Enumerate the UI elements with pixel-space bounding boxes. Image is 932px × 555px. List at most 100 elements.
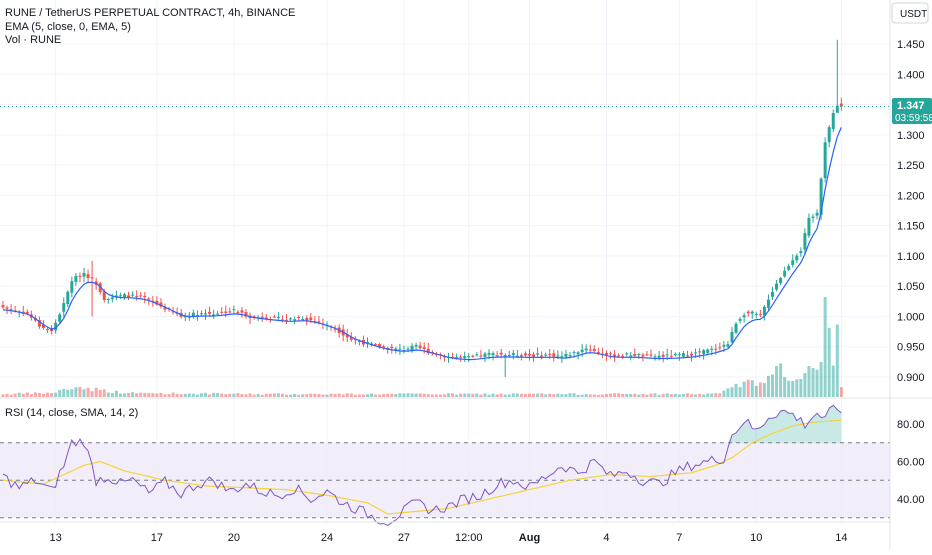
volume-bar (815, 369, 819, 397)
volume-bar (673, 393, 677, 397)
candle-body (297, 316, 301, 319)
volume-bar (402, 393, 406, 397)
time-axis[interactable]: 13 17 20 24 27 12:00 Aug 4 7 10 14 (50, 532, 848, 544)
candle-body (410, 345, 414, 351)
candle-body (730, 331, 734, 343)
candle-body (690, 353, 693, 356)
volume-bar (110, 393, 114, 397)
volume-bar (147, 393, 151, 397)
volume-bar (386, 393, 390, 397)
volume-bar (455, 394, 459, 397)
volume-bar (329, 393, 333, 397)
volume-bar (208, 394, 212, 397)
volume-bar (434, 394, 438, 397)
time-tick-label: 13 (50, 532, 62, 544)
candle-body (661, 354, 665, 357)
candle-body (523, 353, 527, 356)
candle-body (394, 348, 398, 351)
volume-bar (317, 394, 321, 397)
candle-body (762, 306, 766, 316)
candle-body (220, 311, 224, 313)
volume-bar (823, 297, 827, 397)
candle-body (37, 320, 41, 327)
candle-body (199, 313, 203, 315)
volume-bar (471, 393, 475, 397)
candle-body (62, 303, 66, 312)
volume-bar (123, 393, 126, 397)
volume-bar (418, 393, 422, 397)
candle-body (58, 314, 62, 322)
candle-body (507, 354, 511, 356)
candle-body (224, 311, 228, 313)
candle-body (823, 142, 827, 179)
rsi-axis[interactable]: 80.00 60.00 40.00 (897, 419, 925, 506)
candle-body (98, 283, 102, 293)
candle-body (46, 329, 50, 331)
candle-body (471, 355, 475, 357)
candle-body (491, 353, 495, 356)
candle-body (540, 355, 544, 357)
volume-bar (552, 394, 556, 397)
candle-body (236, 311, 240, 313)
volume-bar (13, 393, 17, 397)
volume-bar (179, 394, 183, 397)
volume-bar (600, 394, 604, 397)
candle-body (155, 300, 159, 305)
candle-body (285, 319, 288, 321)
volume-bar (750, 380, 754, 397)
candle-body (309, 317, 313, 321)
candle-body (147, 298, 151, 300)
volume-bar (366, 394, 369, 397)
volume-bar (82, 389, 86, 397)
volume-bar (507, 394, 511, 397)
volume-bar (718, 393, 722, 397)
candle-body (106, 299, 110, 301)
time-tick-label: 27 (398, 532, 410, 544)
candle-body (617, 355, 621, 357)
volume-bar (252, 394, 256, 397)
volume-bar (21, 393, 25, 397)
candle-body (483, 353, 487, 357)
volume-bar (175, 393, 179, 397)
candle-body (345, 334, 349, 338)
candle-body (604, 352, 608, 355)
candle-body (293, 319, 297, 321)
candle-body (572, 351, 576, 353)
candle-body (787, 266, 791, 270)
candle-body (835, 105, 839, 113)
volume-bar (596, 394, 600, 397)
candle-body (349, 337, 353, 340)
volume-bar (1, 394, 5, 397)
currency-button[interactable]: USDT (891, 2, 929, 24)
volume-bar (90, 391, 94, 397)
volume-bar (795, 379, 799, 397)
candle-body (677, 354, 681, 356)
volume-bar (754, 385, 758, 397)
volume-bar (398, 393, 402, 397)
rsi-legend[interactable]: RSI (14, close, SMA, 14, 2) (5, 407, 138, 419)
volume-bar (459, 393, 463, 397)
candles (1, 39, 843, 377)
volume-bar (42, 393, 45, 397)
volume-bar (560, 394, 564, 397)
candle-body (70, 281, 74, 293)
volume-bar (540, 393, 544, 397)
candle-body (333, 328, 337, 330)
volume-bar (410, 393, 414, 397)
symbol-legend[interactable]: RUNE / TetherUS PERPETUAL CONTRACT, 4h, … (5, 7, 295, 19)
volume-bar (677, 394, 681, 397)
candle-body (228, 311, 232, 313)
volume-bar (390, 393, 394, 397)
candle-body (641, 354, 645, 357)
volume-bar (135, 393, 139, 397)
candle-body (811, 216, 815, 218)
candle-body (378, 344, 382, 348)
price-axis[interactable]: 1.4501.4001.3501.3001.2501.2001.1501.100… (897, 39, 925, 384)
volume-legend[interactable]: Vol · RUNE (5, 34, 61, 46)
volume-bar (29, 394, 33, 397)
ema-legend[interactable]: EMA (5, close, 0, EMA, 5) (5, 21, 131, 33)
candle-body (807, 217, 811, 236)
volume-bar (406, 393, 410, 397)
